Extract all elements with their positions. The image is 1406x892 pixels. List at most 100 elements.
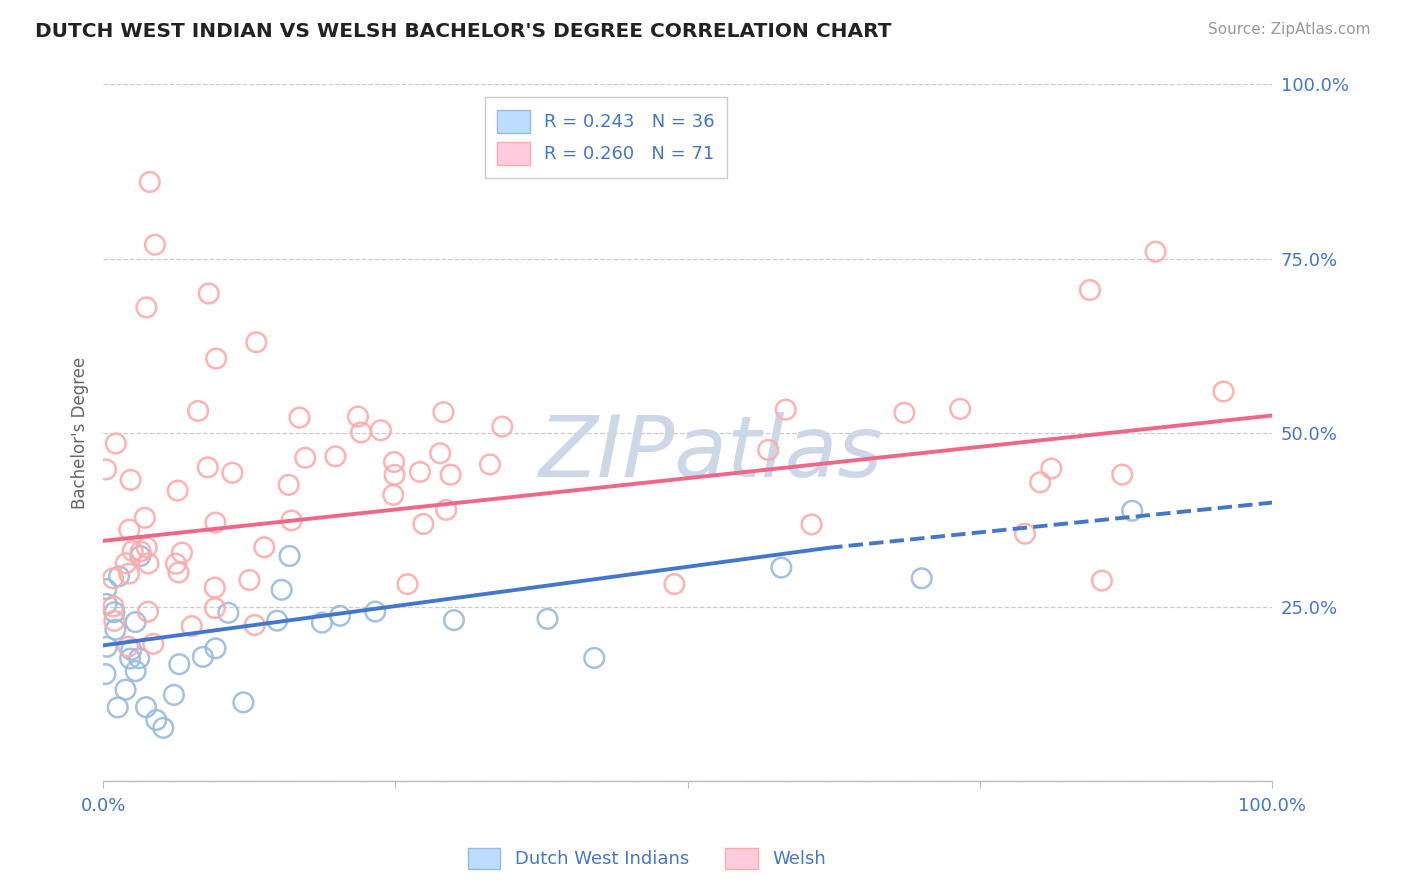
Point: [949, 401, 972, 416]
Point: [384, 467, 406, 482]
Point: [253, 541, 276, 555]
Point: [1091, 574, 1114, 588]
Point: [478, 458, 501, 472]
Point: [152, 721, 174, 735]
Point: [583, 651, 606, 665]
Point: [136, 605, 159, 619]
Point: [108, 569, 131, 583]
Point: [1144, 244, 1167, 259]
Point: [412, 516, 434, 531]
Point: [118, 523, 141, 537]
Point: [124, 615, 146, 629]
Point: [911, 571, 934, 585]
Point: [170, 546, 193, 560]
Text: DUTCH WEST INDIAN VS WELSH BACHELOR'S DEGREE CORRELATION CHART: DUTCH WEST INDIAN VS WELSH BACHELOR'S DE…: [35, 22, 891, 41]
Point: [103, 599, 125, 614]
Point: [664, 577, 686, 591]
Point: [129, 544, 152, 558]
Point: [107, 700, 129, 714]
Point: [180, 619, 202, 633]
Point: [382, 488, 405, 502]
Point: [440, 467, 463, 482]
Point: [429, 446, 451, 460]
Point: [770, 560, 793, 574]
Point: [129, 549, 152, 563]
Point: [288, 410, 311, 425]
Point: [103, 605, 125, 619]
Point: [432, 405, 454, 419]
Y-axis label: Bachelor's Degree: Bachelor's Degree: [72, 357, 89, 509]
Point: [120, 651, 142, 665]
Point: [124, 664, 146, 678]
Legend: Dutch West Indians, Welsh: Dutch West Indians, Welsh: [461, 840, 832, 876]
Point: [238, 573, 260, 587]
Point: [120, 473, 142, 487]
Point: [382, 455, 405, 469]
Point: [120, 643, 142, 657]
Point: [143, 237, 166, 252]
Point: [128, 651, 150, 665]
Point: [204, 581, 226, 595]
Point: [280, 513, 302, 527]
Point: [350, 425, 373, 440]
Point: [114, 682, 136, 697]
Point: [165, 557, 187, 571]
Point: [1078, 283, 1101, 297]
Point: [134, 510, 156, 524]
Point: [104, 623, 127, 637]
Point: [118, 566, 141, 581]
Point: [187, 404, 209, 418]
Text: ZIPatlas: ZIPatlas: [538, 412, 883, 495]
Point: [163, 688, 186, 702]
Point: [191, 649, 214, 664]
Point: [775, 402, 797, 417]
Point: [243, 618, 266, 632]
Point: [197, 460, 219, 475]
Point: [1111, 467, 1133, 482]
Point: [217, 606, 239, 620]
Point: [1029, 475, 1052, 490]
Point: [800, 517, 823, 532]
Point: [117, 640, 139, 654]
Point: [443, 613, 465, 627]
Point: [278, 549, 301, 563]
Point: [115, 556, 138, 570]
Point: [103, 614, 125, 628]
Point: [294, 450, 316, 465]
Point: [96, 582, 118, 596]
Point: [311, 615, 333, 630]
Point: [329, 608, 352, 623]
Point: [491, 419, 513, 434]
Point: [204, 516, 226, 530]
Point: [104, 436, 127, 450]
Point: [94, 667, 117, 681]
Point: [169, 657, 191, 672]
Point: [205, 351, 228, 366]
Point: [101, 571, 124, 585]
Point: [96, 640, 118, 654]
Point: [121, 544, 143, 558]
Point: [409, 465, 432, 479]
Point: [94, 462, 117, 476]
Legend: R = 0.243   N = 36, R = 0.260   N = 71: R = 0.243 N = 36, R = 0.260 N = 71: [485, 97, 727, 178]
Point: [245, 335, 267, 350]
Point: [1212, 384, 1234, 399]
Point: [232, 695, 254, 709]
Point: [1014, 526, 1036, 541]
Point: [347, 409, 370, 424]
Point: [204, 601, 226, 615]
Point: [204, 641, 226, 656]
Point: [364, 605, 387, 619]
Point: [96, 597, 118, 611]
Point: [277, 478, 299, 492]
Text: Source: ZipAtlas.com: Source: ZipAtlas.com: [1208, 22, 1371, 37]
Point: [167, 566, 190, 580]
Point: [198, 286, 221, 301]
Point: [135, 700, 157, 714]
Point: [135, 541, 157, 555]
Point: [142, 637, 165, 651]
Point: [139, 175, 162, 189]
Point: [434, 503, 457, 517]
Point: [221, 466, 243, 480]
Point: [756, 442, 779, 457]
